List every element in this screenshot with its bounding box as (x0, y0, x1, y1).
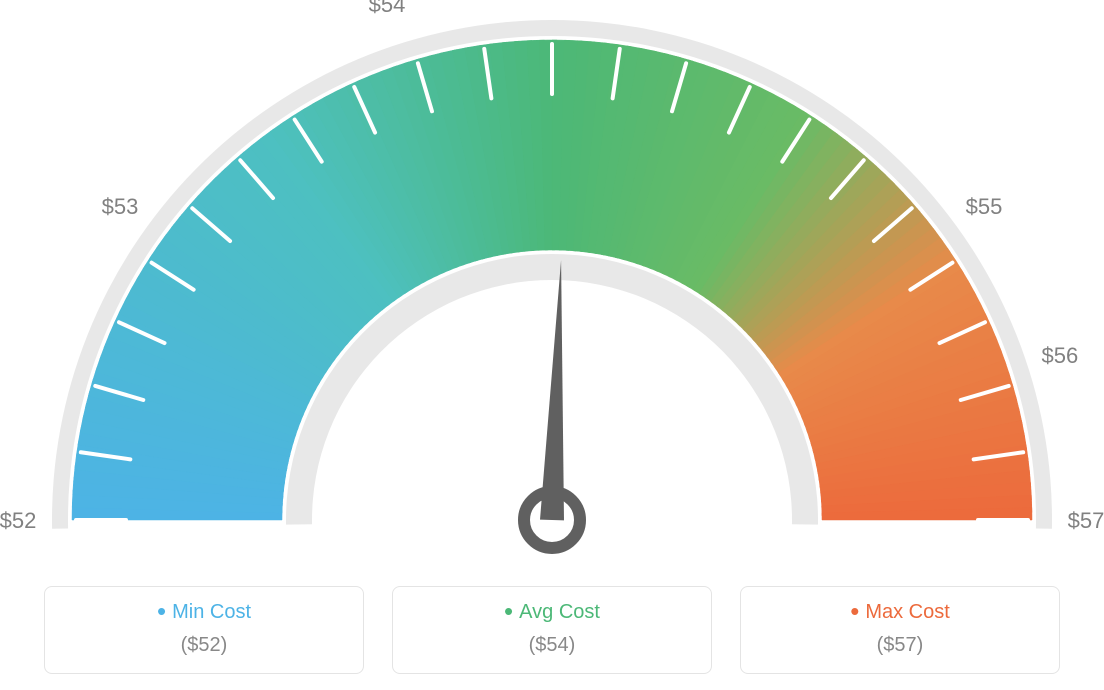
gauge-tick-label: $52 (0, 508, 36, 533)
cost-gauge-infographic: $52$53$54$54$55$56$57 •Min Cost($52)•Avg… (0, 0, 1104, 690)
gauge-tick-label: $55 (966, 194, 1003, 219)
gauge-needle (540, 260, 564, 520)
legend-label-text: Avg Cost (519, 601, 600, 623)
legend-row: • Min Cost ($52) • Avg Cost ($54) • Max Cost ($5… (0, 586, 1104, 674)
legend-label: • Min Cost (45, 601, 363, 624)
gauge-tick-label: $53 (102, 194, 139, 219)
legend-label-text: Max Cost (865, 601, 949, 623)
gauge-tick-label: $57 (1068, 508, 1104, 533)
legend-card: • Min Cost ($52) (44, 586, 364, 674)
bullet-icon: • (504, 601, 513, 621)
gauge-tick-label: $56 (1042, 343, 1079, 368)
legend-value: ($54) (393, 634, 711, 657)
bullet-icon: • (157, 601, 166, 621)
legend-label-text: Min Cost (172, 601, 251, 623)
legend-card: • Avg Cost ($54) (392, 586, 712, 674)
gauge-tick-label: $54 (369, 0, 406, 17)
gauge-area: $52$53$54$54$55$56$57 (0, 0, 1104, 560)
legend-label: • Max Cost (741, 601, 1059, 624)
gauge-svg: $52$53$54$54$55$56$57 (0, 0, 1104, 560)
legend-value: ($52) (45, 634, 363, 657)
legend-value: ($57) (741, 634, 1059, 657)
bullet-icon: • (850, 601, 859, 621)
legend-label: • Avg Cost (393, 601, 711, 624)
legend-card: • Max Cost ($57) (740, 586, 1060, 674)
